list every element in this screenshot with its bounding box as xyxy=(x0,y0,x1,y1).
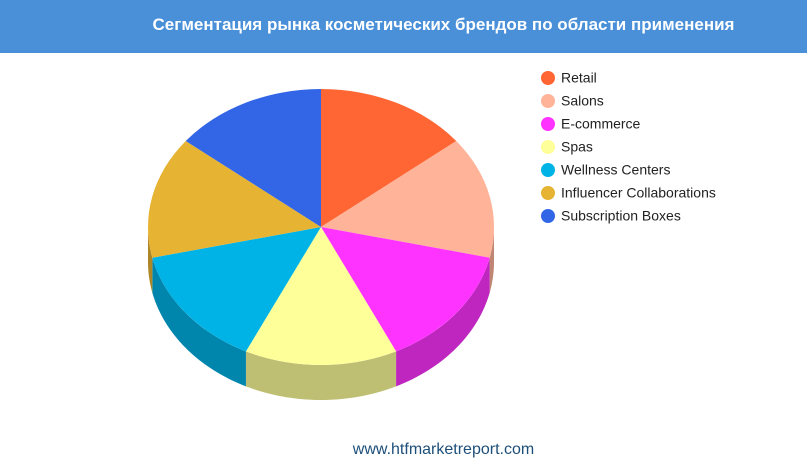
header-bar xyxy=(0,0,807,53)
legend-label: Spas xyxy=(561,139,593,155)
legend-label: Subscription Boxes xyxy=(561,208,681,224)
slice xyxy=(321,140,494,258)
slice-side xyxy=(396,257,490,387)
legend-marker xyxy=(541,71,555,85)
slice-side xyxy=(152,257,246,387)
slice xyxy=(152,227,321,352)
legend-marker xyxy=(541,186,555,200)
legend-marker xyxy=(541,163,555,177)
legend-label: Wellness Centers xyxy=(561,162,670,178)
slice xyxy=(245,227,397,366)
chart-title: Сегментация рынка косметических брендов … xyxy=(152,15,735,34)
legend-marker xyxy=(541,140,555,154)
slice-side xyxy=(148,227,153,293)
source-link[interactable]: www.htfmarketreport.com xyxy=(352,441,535,458)
legend-label: Retail xyxy=(561,70,597,86)
slice-side xyxy=(489,227,494,293)
slice-side xyxy=(245,351,397,400)
legend-marker xyxy=(541,94,555,108)
slice xyxy=(321,227,490,352)
legend-marker xyxy=(541,209,555,223)
slice xyxy=(148,140,321,258)
slice xyxy=(321,89,457,227)
legend-label: Influencer Collaborations xyxy=(561,185,716,201)
legend-marker xyxy=(541,117,555,131)
slice xyxy=(185,89,321,227)
legend-label: Salons xyxy=(561,93,604,109)
legend-label: E-commerce xyxy=(561,116,641,132)
